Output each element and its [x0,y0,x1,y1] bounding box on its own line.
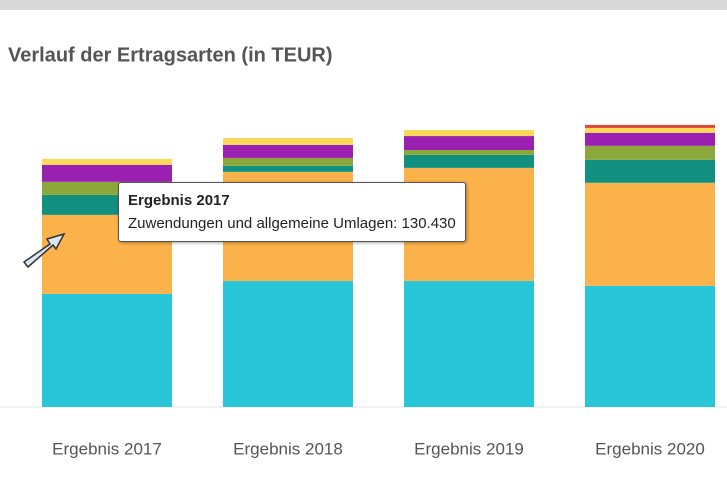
pointer-arrow [22,232,66,269]
x-tick-label: Ergebnis 2017 [52,439,162,458]
top-edge [0,0,727,10]
x-tick-label: Ergebnis 2019 [414,439,524,458]
bar-segment [585,127,715,133]
x-tick-label: Ergebnis 2018 [233,439,343,458]
bar-segment [42,158,172,165]
bar-segment [42,164,172,182]
tooltip-text: Zuwendungen und allgemeine Umlagen: 130.… [128,215,456,232]
bar-segment [404,154,534,168]
tooltip: Ergebnis 2017 Zuwendungen und allgemeine… [118,182,466,242]
tooltip-title: Ergebnis 2017 [128,192,230,209]
bar-segment [404,149,534,155]
bar-segment [585,124,715,128]
chart-title: Verlauf der Ertragsarten (in TEUR) [8,44,333,66]
bar-segment [585,159,715,183]
bar-segment [585,132,715,146]
bar-segment [404,280,534,407]
bar-segment [223,137,353,145]
bar-segment [404,136,534,150]
bar-segment [42,293,172,407]
bar-segment [585,182,715,286]
bar-segment [404,129,534,137]
bar-segment [223,280,353,407]
x-tick-label: Ergebnis 2020 [595,439,705,458]
bar-segment [223,157,353,166]
bar-segment [585,285,715,407]
bar-segment [223,144,353,158]
bar-segment [585,145,715,160]
bar-segment [223,165,353,172]
